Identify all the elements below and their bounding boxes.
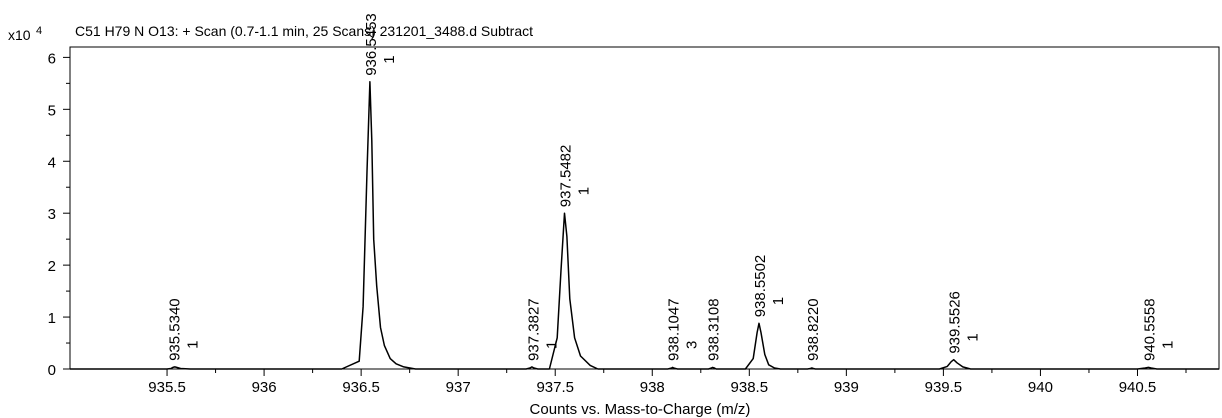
peak-mz-label: 936.5453 [363, 13, 380, 76]
peak-mz-label: 940.5558 [1141, 298, 1158, 361]
peak-mz-label: 938.3108 [706, 298, 723, 361]
peak-mz-label: 935.5340 [167, 298, 184, 361]
x-tick-label: 939 [834, 379, 859, 396]
y-tick-label: 3 [48, 206, 56, 223]
peak-mz-label: 937.3827 [525, 298, 542, 361]
x-tick-label: 937.5 [536, 379, 574, 396]
x-axis-label: Counts vs. Mass-to-Charge (m/z) [530, 401, 751, 418]
axes: 935.5 936 936.5 937 937.5 938 938.5 939 939.5 940… [48, 46, 1220, 396]
peak-charge-label: 1 [185, 341, 202, 349]
y-tick-label: 6 [48, 50, 56, 67]
chart-title: C51 H79 N O13: + Scan (0.7-1.1 min, 25 S… [75, 23, 533, 39]
x-tick-label: 935.5 [148, 379, 186, 396]
peak-charge-label: 1 [576, 187, 593, 195]
x-tick-label: 936.5 [342, 379, 380, 396]
peak-charge-label: 3 [684, 341, 701, 349]
plot-frame [69, 46, 1220, 370]
y-tick-label: 5 [48, 102, 56, 119]
peak-charge-label: 1 [770, 297, 787, 305]
x-tick-label: 939.5 [925, 379, 963, 396]
y-tick-label: 2 [48, 258, 56, 275]
y-tick-label: 1 [48, 310, 56, 327]
y-tick-label: 0 [48, 362, 56, 379]
x-tick-label: 936 [252, 379, 277, 396]
spectrum-trace [70, 81, 1219, 370]
y-multiplier-exponent: 4 [36, 25, 42, 37]
x-tick-label: 937 [446, 379, 471, 396]
x-tick-label: 940.5 [1119, 379, 1157, 396]
peak-mz-label: 938.8220 [805, 298, 822, 361]
peak-charge-label: 1 [543, 341, 560, 349]
y-multiplier-label: x10 [8, 27, 31, 43]
peak-mz-label: 939.5526 [947, 291, 964, 354]
peak-mz-label: 938.5502 [752, 255, 769, 318]
peak-charge-label: 1 [381, 55, 398, 63]
spectrum-trace-group [70, 81, 1219, 370]
peak-charge-label: 1 [1159, 341, 1176, 349]
x-tick-label: 938.5 [731, 379, 769, 396]
x-tick-label: 940 [1028, 379, 1053, 396]
peak-mz-label: 937.5482 [558, 145, 575, 208]
y-tick-label: 4 [48, 154, 56, 171]
x-tick-label: 938 [640, 379, 665, 396]
peak-charge-label: 1 [965, 333, 982, 341]
peak-mz-label: 938.1047 [666, 298, 683, 361]
